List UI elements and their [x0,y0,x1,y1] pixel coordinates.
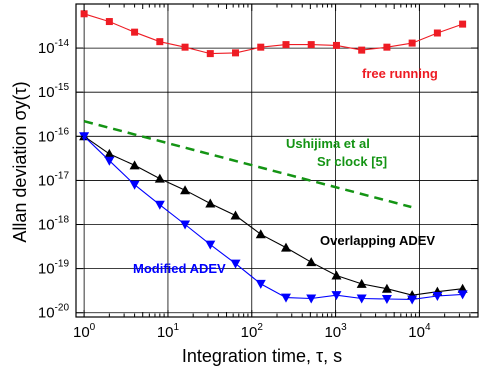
data-point [331,291,342,301]
annotation-ushijima-line1: Ushijima et al [286,136,370,151]
data-point [129,180,140,190]
data-point [358,46,366,54]
data-point [129,160,140,170]
data-point [131,28,139,36]
x-tick-label: 103 [324,322,347,341]
series-line-modified-adev [83,135,463,300]
series-modified-adev [79,132,468,305]
data-point [79,132,90,142]
annotation-ushijima-line2: Sr clock [5] [317,154,387,169]
data-point [307,41,315,49]
series-free-running [80,10,467,58]
series-overlapping-adev [79,131,468,300]
data-point [381,294,392,304]
annotation-modified-adev: Modified ADEV [133,261,226,276]
y-tick-label: 10-17 [38,170,70,189]
data-point [280,293,291,303]
y-tick-label: 10-20 [38,303,70,322]
y-axis-label: Allan deviation σy(τ) [10,81,30,242]
data-point [205,198,216,208]
data-point [356,278,367,288]
data-point [257,43,265,51]
y-tick-label: 10-14 [38,38,70,57]
data-point [433,29,441,37]
data-point [408,39,416,47]
data-point [180,220,191,230]
data-point [331,270,342,280]
data-point [282,41,290,49]
x-tick-label: 100 [73,322,96,341]
series-layer [79,10,468,305]
data-point [407,295,418,305]
axis-ticks [76,4,479,317]
y-tick-label: 10-16 [38,126,70,145]
series-ushijima-et-al-sr-clock-5 [83,119,412,209]
data-point [381,283,392,293]
data-point [306,294,317,304]
x-tick-label: 102 [241,322,264,341]
data-point [255,229,266,239]
data-point [459,20,467,28]
y-tick-label: 10-15 [38,82,70,101]
series-line-overlapping-adev [83,135,463,296]
data-point [154,173,165,183]
data-point [332,41,340,49]
data-point [154,200,165,210]
data-point [105,18,113,26]
data-point [180,185,191,195]
x-axis-label: Integration time, τ, s [182,346,342,366]
series-line-free-running [83,13,463,55]
data-point [356,294,367,304]
data-point [255,279,266,289]
tick-labels: 100 101 102 103 104 10-14 10-15 10-16 10-17 10-18… [38,38,431,341]
series-line-ushijima-et-al-sr-clock-5 [83,119,412,209]
data-point [206,50,214,58]
data-point [104,156,115,166]
data-point [457,290,468,300]
y-tick-label: 10-18 [38,215,70,234]
data-point [80,10,88,18]
data-point [230,210,241,220]
data-point [280,242,291,252]
data-point [156,38,164,46]
y-tick-label: 10-19 [38,259,70,278]
data-point [181,43,189,51]
data-point [230,259,241,269]
data-point [383,43,391,51]
annotation-free-running: free running [362,66,438,81]
data-point [232,49,240,57]
annotation-overlapping-adev: Overlapping ADEV [320,233,435,248]
data-point [205,240,216,250]
x-tick-label: 104 [408,322,431,341]
data-point [104,148,115,158]
data-point [432,291,443,301]
x-tick-label: 101 [157,322,180,341]
data-point [306,257,317,267]
